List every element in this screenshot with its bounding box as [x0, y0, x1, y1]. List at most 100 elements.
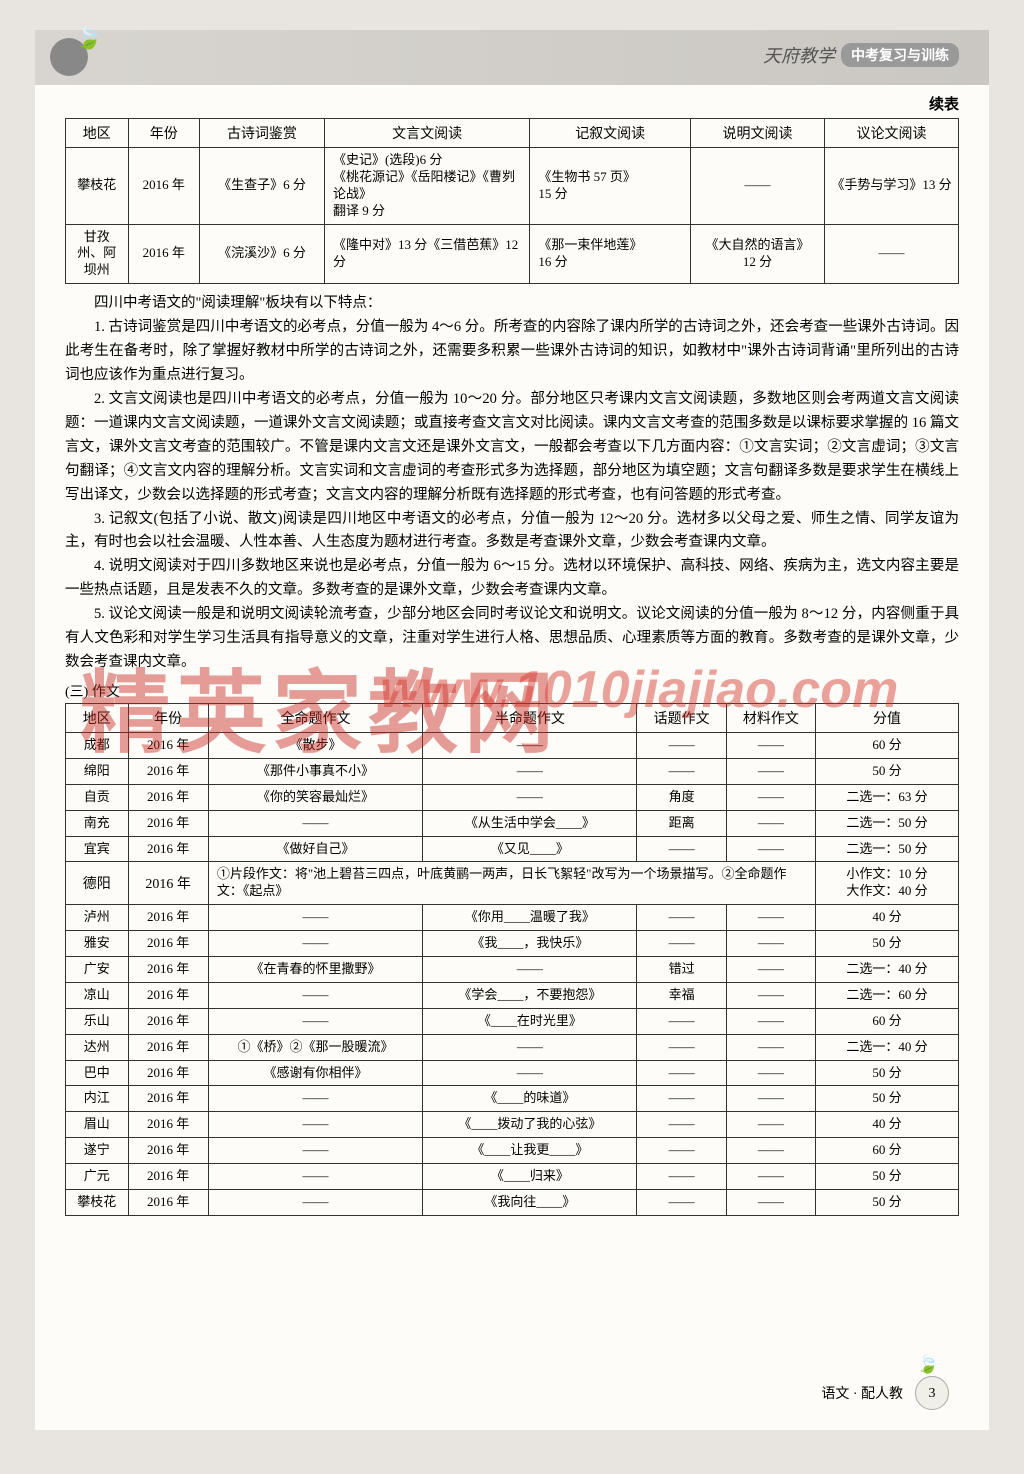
table-cell: 小作文：10 分大作文：40 分	[816, 862, 959, 905]
table-cell: 《浣溪沙》6 分	[199, 224, 324, 284]
para-3: 3. 记叙文(包括了小说、散文)阅读是四川地区中考语文的必考点，分值一般为 12…	[65, 508, 959, 556]
table-cell: 2016 年	[128, 1008, 208, 1034]
table-cell: 2016 年	[128, 1034, 208, 1060]
table-row: 遂宁2016 年——《____让我更____》————60 分	[66, 1138, 959, 1164]
table-cell: ——	[637, 1190, 726, 1216]
table-cell: 《学会____，不要抱怨》	[423, 982, 637, 1008]
table-cell: ——	[726, 1008, 815, 1034]
section-3-label: (三) 作文	[65, 681, 959, 701]
leaf-icon: 🍃	[75, 25, 102, 51]
table-cell: ——	[208, 1112, 422, 1138]
table-cell: 50 分	[816, 1086, 959, 1112]
table-cell: ——	[208, 982, 422, 1008]
para-4: 4. 说明文阅读对于四川多数地区来说也是必考点，分值一般为 6～15 分。选材以…	[65, 555, 959, 603]
table-cell: 2016 年	[128, 1086, 208, 1112]
table-cell: 2016 年	[128, 905, 208, 931]
table-cell: 2016 年	[128, 1190, 208, 1216]
table-header: 说明文阅读	[691, 119, 825, 148]
table-row: 攀枝花2016 年——《我向往____》————50 分	[66, 1190, 959, 1216]
table-header: 分值	[816, 703, 959, 732]
continued-label: 续表	[65, 93, 959, 114]
para-2: 2. 文言文阅读也是四川中考语文的必考点，分值一般为 10～20 分。部分地区只…	[65, 388, 959, 508]
table-cell: 距离	[637, 810, 726, 836]
table-cell: 绵阳	[66, 758, 129, 784]
table-cell: 《从生活中学会____》	[423, 810, 637, 836]
table-cell: 50 分	[816, 1190, 959, 1216]
table-cell: 《____在时光里》	[423, 1008, 637, 1034]
table-cell: 《我____，我快乐》	[423, 931, 637, 957]
table-cell: ——	[208, 1164, 422, 1190]
brand-text: 天府教学	[763, 42, 835, 68]
table-cell: 2016 年	[128, 758, 208, 784]
table-cell: 2016 年	[128, 957, 208, 983]
table-cell: 广元	[66, 1164, 129, 1190]
table-cell: ——	[637, 836, 726, 862]
table-cell: ——	[637, 1112, 726, 1138]
table-cell: ——	[637, 758, 726, 784]
footer: 语文 · 配人教 3	[821, 1376, 949, 1410]
table-cell: 2016 年	[128, 732, 208, 758]
table-row: 凉山2016 年——《学会____，不要抱怨》幸福——二选一：60 分	[66, 982, 959, 1008]
table-cell: 50 分	[816, 931, 959, 957]
para-1: 1. 古诗词鉴赏是四川中考语文的必考点，分值一般为 4～6 分。所考查的内容除了…	[65, 316, 959, 388]
table-header: 材料作文	[726, 703, 815, 732]
table-cell: 《隆中对》13 分《三借芭蕉》12 分	[324, 224, 529, 284]
page-number: 3	[915, 1376, 949, 1410]
table-cell: ——	[637, 1060, 726, 1086]
table-cell: 《____归来》	[423, 1164, 637, 1190]
body-text: 四川中考语文的"阅读理解"板块有以下特点： 1. 古诗词鉴赏是四川中考语文的必考…	[65, 292, 959, 675]
table-cell: 60 分	[816, 732, 959, 758]
table-cell: ——	[726, 1138, 815, 1164]
table-cell: ——	[208, 1138, 422, 1164]
table-cell: 二选一：40 分	[816, 1034, 959, 1060]
table-cell: 2016 年	[128, 862, 208, 905]
table-cell: 《你的笑容最灿烂》	[208, 784, 422, 810]
table-cell: ——	[208, 1086, 422, 1112]
table-cell: 南充	[66, 810, 129, 836]
table-cell: 2016 年	[128, 836, 208, 862]
table-row: 成都2016 年《散步》——————60 分	[66, 732, 959, 758]
table-cell: 《大自然的语言》12 分	[691, 224, 825, 284]
table-cell: 乐山	[66, 1008, 129, 1034]
table-cell: 《在青春的怀里撒野》	[208, 957, 422, 983]
table-cell: ——	[726, 1190, 815, 1216]
table-cell: ——	[423, 1060, 637, 1086]
table-cell: ——	[423, 957, 637, 983]
table-cell: ——	[726, 810, 815, 836]
table-cell: 2016 年	[128, 224, 199, 284]
table-header: 地区	[66, 119, 129, 148]
intro: 四川中考语文的"阅读理解"板块有以下特点：	[65, 292, 959, 316]
table-cell: ——	[726, 931, 815, 957]
table-reading: 地区年份古诗词鉴赏文言文阅读记叙文阅读说明文阅读议论文阅读 攀枝花2016 年《…	[65, 118, 959, 284]
header-brand: 天府教学 中考复习与训练	[763, 42, 959, 68]
table-cell: 甘孜州、阿坝州	[66, 224, 129, 284]
table-cell: 2016 年	[128, 1164, 208, 1190]
table-cell: 二选一：50 分	[816, 836, 959, 862]
table-cell: 2016 年	[128, 931, 208, 957]
table-row: 攀枝花2016 年《生查子》6 分《史记》(选段)6 分《桃花源记》《岳阳楼记》…	[66, 148, 959, 225]
table-cell: 《做好自己》	[208, 836, 422, 862]
table-cell: ——	[825, 224, 959, 284]
table-cell: ——	[637, 1034, 726, 1060]
table-row: 宜宾2016 年《做好自己》《又见____》————二选一：50 分	[66, 836, 959, 862]
table-cell: 《你用____温暖了我》	[423, 905, 637, 931]
table-row: 眉山2016 年——《____拨动了我的心弦》————40 分	[66, 1112, 959, 1138]
table-header: 地区	[66, 703, 129, 732]
table-cell: 《手势与学习》13 分	[825, 148, 959, 225]
table-cell: ——	[726, 758, 815, 784]
table-cell: 《____拨动了我的心弦》	[423, 1112, 637, 1138]
table-cell: 2016 年	[128, 1138, 208, 1164]
table-cell: 《生查子》6 分	[199, 148, 324, 225]
table-cell: 《生物书 57 页》15 分	[530, 148, 691, 225]
table-cell: 50 分	[816, 758, 959, 784]
header-band: 🍃 天府教学 中考复习与训练	[35, 30, 989, 85]
table-cell: 凉山	[66, 982, 129, 1008]
table-cell: ——	[726, 957, 815, 983]
table-cell: ——	[726, 1164, 815, 1190]
table-header: 文言文阅读	[324, 119, 529, 148]
table-cell: 内江	[66, 1086, 129, 1112]
table-header: 记叙文阅读	[530, 119, 691, 148]
table-row: 广元2016 年——《____归来》————50 分	[66, 1164, 959, 1190]
table-cell: ——	[637, 1086, 726, 1112]
table-cell: 2016 年	[128, 982, 208, 1008]
